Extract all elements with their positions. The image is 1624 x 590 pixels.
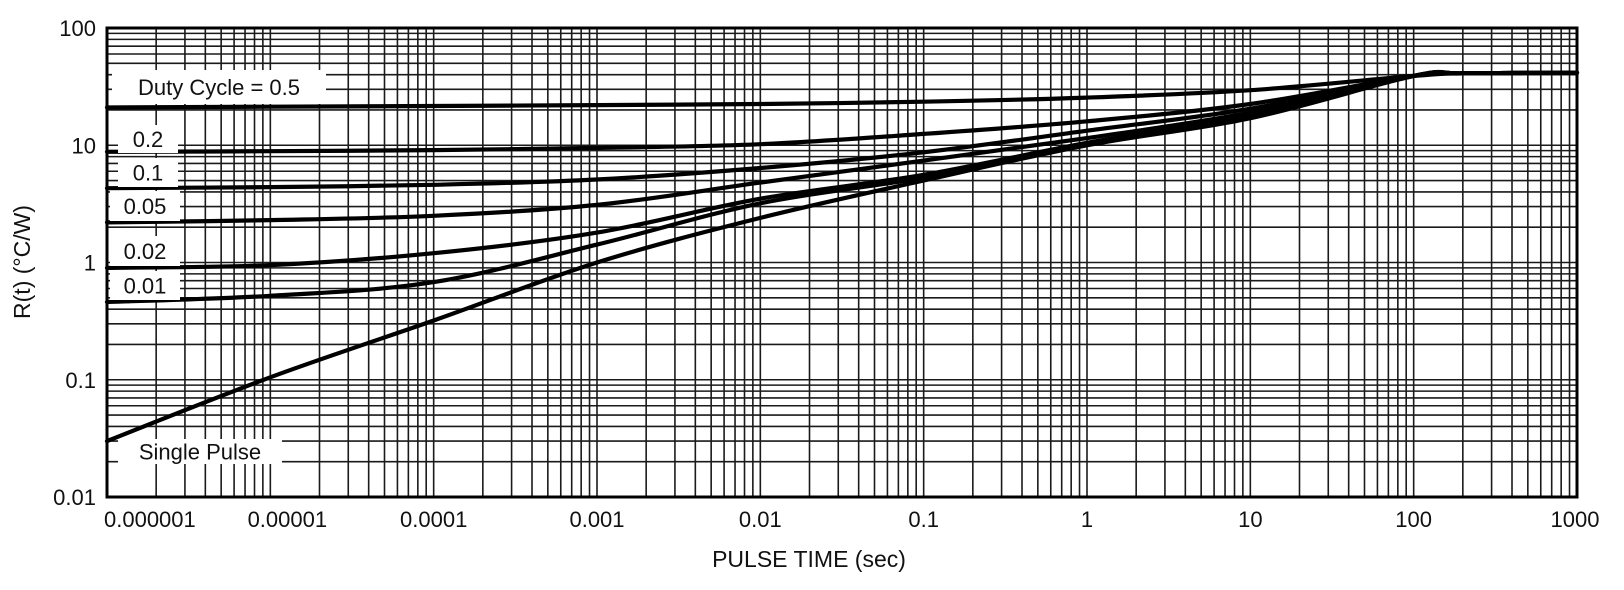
y-tick-label: 10 — [72, 133, 96, 158]
x-tick-label: 0.000001 — [104, 507, 196, 532]
x-tick-label: 1 — [1081, 507, 1093, 532]
y-tick-label: 0.1 — [65, 368, 96, 393]
label-box-duty-cycle-0-5 — [112, 70, 326, 104]
x-tick-label: 0.00001 — [248, 507, 328, 532]
x-axis-ticks: 0.000001 0.00001 0.0001 0.001 0.01 0.1 1 10 100 1… — [104, 507, 1599, 532]
x-tick-label: 0.001 — [569, 507, 624, 532]
x-axis-title: PULSE TIME (sec) — [712, 546, 906, 572]
label-box-0-1 — [118, 158, 178, 187]
curve-label-0-05: 0.05 — [124, 194, 167, 219]
y-axis-ticks: 100 10 1 0.1 0.01 — [53, 16, 96, 510]
curve-single-pulse — [104, 69, 1580, 444]
label-box-0-01 — [110, 271, 180, 300]
label-box-single-pulse — [118, 439, 282, 464]
label-box-0-05 — [110, 191, 180, 221]
label-box-0-2 — [118, 125, 178, 153]
x-tick-label: 100 — [1395, 507, 1432, 532]
x-tick-label: 0.1 — [908, 507, 939, 532]
curve-label-single-pulse: Single Pulse — [139, 440, 261, 465]
y-axis-title: R(t) (°C/W) — [9, 205, 35, 319]
plot-frame — [105, 26, 1579, 499]
y-tick-label: 1 — [84, 251, 96, 276]
curve-label-0-1: 0.1 — [133, 161, 164, 186]
curves — [104, 69, 1580, 444]
curve-label-0-01: 0.01 — [124, 274, 167, 299]
x-tick-label: 0.01 — [739, 507, 782, 532]
curve-0-2 — [104, 70, 1580, 154]
y-tick-label: 0.01 — [53, 485, 96, 510]
x-tick-label: 0.0001 — [400, 507, 467, 532]
curve-label-0-02: 0.02 — [124, 239, 167, 264]
curve-label-duty-cycle-0-5: Duty Cycle = 0.5 — [138, 75, 300, 100]
x-tick-label: 1000 — [1551, 507, 1600, 532]
label-box-0-02 — [110, 236, 180, 266]
curve-label-0-2: 0.2 — [133, 127, 164, 152]
x-tick-label: 10 — [1238, 507, 1262, 532]
curve-labels: Duty Cycle = 0.5 0.2 0.1 0.05 0.02 0.01 Single… — [110, 70, 326, 465]
y-tick-label: 100 — [59, 16, 96, 41]
